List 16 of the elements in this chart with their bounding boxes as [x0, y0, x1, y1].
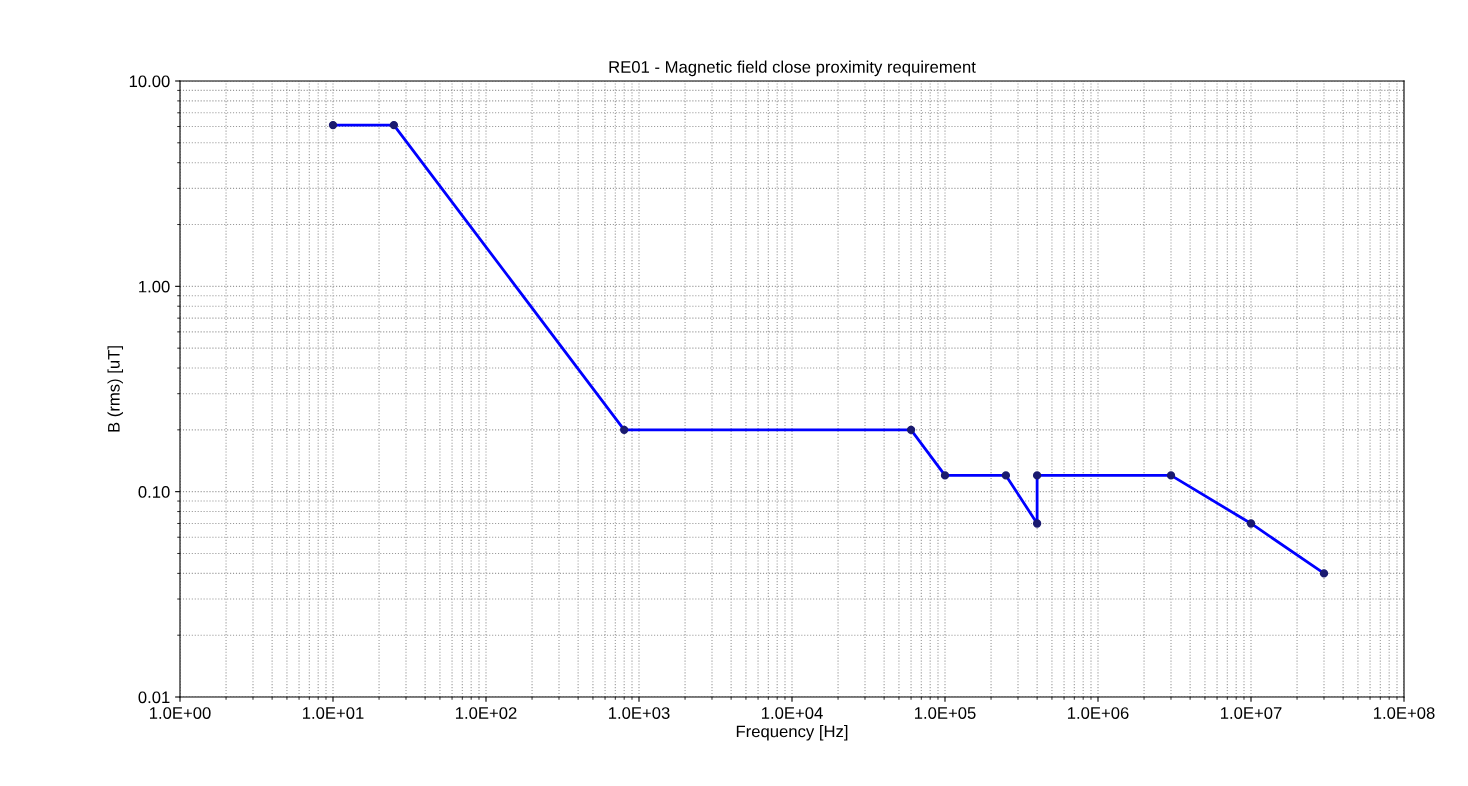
- y-tick-label: 0.10: [138, 486, 170, 498]
- x-tick-label: 1.0E+00: [149, 707, 211, 719]
- x-tick-label: 1.0E+04: [761, 707, 823, 719]
- y-tick-label: 1.00: [139, 280, 170, 293]
- chart-title: RE01 - Magnetic field close proximity requirement: [609, 60, 976, 77]
- x-tick-label: 1.0E+02: [455, 707, 517, 719]
- x-tick-label: 1.0E+01: [302, 707, 364, 719]
- x-tick-label: 1.0E+08: [1373, 707, 1435, 719]
- y-tick-label: 10.00: [129, 75, 170, 88]
- y-axis-title: B (rms) [uT]: [107, 346, 124, 432]
- x-tick-label: 1.0E+05: [914, 707, 976, 719]
- x-axis-title: Frequency [Hz]: [736, 725, 848, 741]
- y-tick-label: 0.01: [138, 691, 170, 704]
- x-tick-label: 1.0E+07: [1220, 707, 1282, 719]
- x-tick-label: 1.0E+03: [608, 707, 670, 719]
- x-tick-label: 1.0E+06: [1067, 707, 1129, 719]
